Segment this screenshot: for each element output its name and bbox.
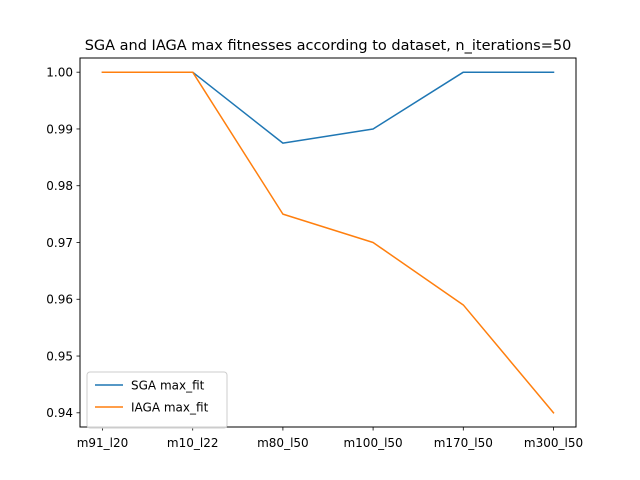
y-tick-label: 0.95 bbox=[46, 349, 73, 363]
series-line-1 bbox=[101, 71, 555, 414]
x-tick-label: m80_l50 bbox=[257, 436, 309, 450]
x-axis: m91_l20 m10_l22 m80_l50 m100_l50 m170_l50 m30… bbox=[77, 427, 583, 450]
legend: SGA max_fit IAGA max_fit bbox=[86, 371, 228, 429]
y-tick-label: 0.98 bbox=[46, 179, 73, 193]
x-tick-label: m100_l50 bbox=[343, 436, 402, 450]
y-tick-label: 0.97 bbox=[46, 236, 73, 250]
x-tick-label: m170_l50 bbox=[434, 436, 493, 450]
legend-label-1: IAGA max_fit bbox=[131, 400, 209, 414]
y-axis: 0.94 0.95 0.96 0.97 0.98 0.99 1.00 bbox=[46, 65, 80, 420]
legend-box bbox=[86, 371, 228, 429]
chart-title: SGA and IAGA max fitnesses according to … bbox=[85, 38, 572, 54]
y-tick-label: 1.00 bbox=[46, 65, 73, 79]
legend-label-0: SGA max_fit bbox=[131, 378, 205, 392]
x-tick-label: m10_l22 bbox=[167, 436, 219, 450]
y-tick-label: 0.94 bbox=[46, 406, 73, 420]
series-lines bbox=[101, 71, 555, 414]
x-tick-label: m300_l50 bbox=[524, 436, 583, 450]
y-tick-label: 0.99 bbox=[46, 122, 73, 136]
x-tick-label: m91_l20 bbox=[77, 436, 129, 450]
y-tick-label: 0.96 bbox=[46, 293, 73, 307]
